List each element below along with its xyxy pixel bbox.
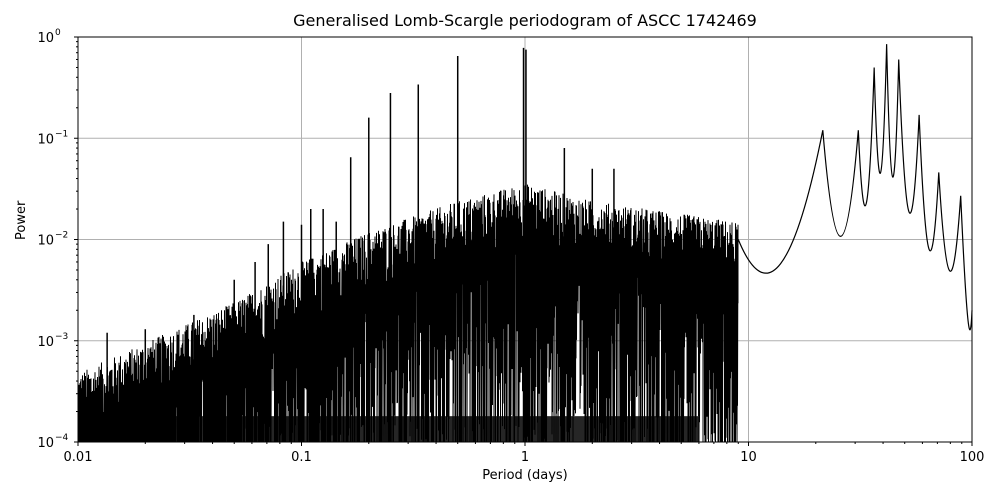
chart-title: Generalised Lomb-Scargle periodogram of … [293, 11, 757, 30]
y-tick-label: 10 [37, 234, 54, 249]
x-tick-label: 0.01 [64, 450, 93, 465]
y-tick-label: 10 [37, 436, 54, 451]
power-series-line [77, 44, 973, 443]
y-tick-exponent: −1 [55, 129, 68, 139]
x-tick-label: 1 [521, 450, 529, 465]
y-tick-exponent: 0 [55, 28, 61, 38]
y-tick-label: 10 [37, 335, 54, 350]
x-tick-label: 100 [960, 450, 985, 465]
x-axis-ticks: 0.01 0.1 1 10 100 [64, 442, 985, 465]
x-tick-label: 0.1 [291, 450, 312, 465]
x-tick-label: 10 [740, 450, 757, 465]
y-tick-exponent: −4 [55, 433, 69, 443]
y-tick-exponent: −2 [55, 231, 68, 241]
y-tick-exponent: −3 [55, 332, 68, 342]
x-axis-label: Period (days) [482, 468, 568, 483]
y-tick-label: 10 [37, 31, 54, 46]
y-tick-label: 10 [37, 132, 54, 147]
